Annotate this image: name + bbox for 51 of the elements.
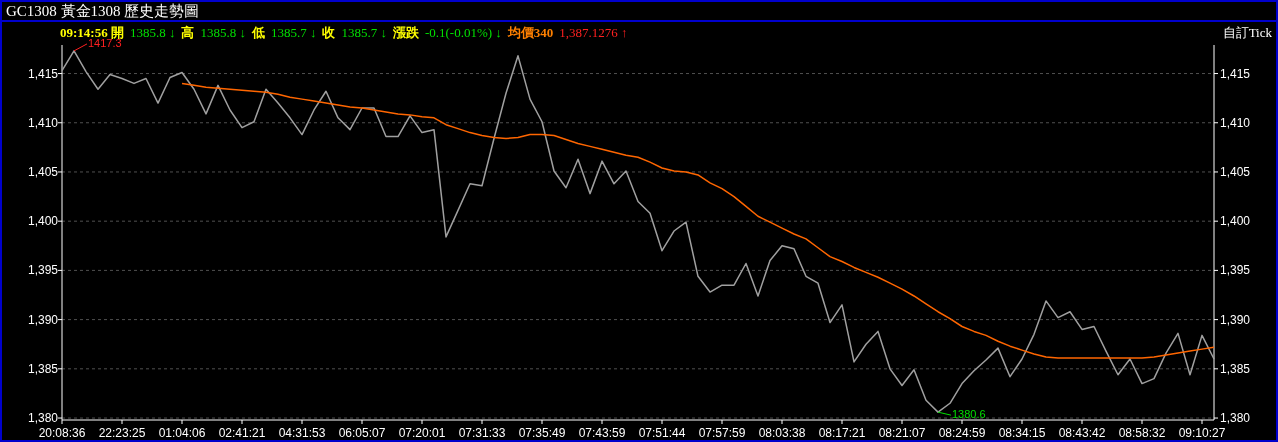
x-tick-label: 07:57:59 [698,426,746,440]
y-tick-label: 1,410 [27,115,59,130]
y2-tick-label: 1,400 [1220,214,1251,229]
x-tick-label: 04:31:53 [278,426,326,440]
y-tick-label: 1,380 [27,411,59,426]
x-tick-label: 09:10:27 [1178,426,1226,440]
y2-tick-label: 1,395 [1220,263,1251,278]
x-tick-label: 08:24:59 [938,426,986,440]
text: 1385.8 ↓ [200,25,246,40]
x-tick-label: 08:17:21 [818,426,866,440]
x-tick-label: 08:58:32 [1118,426,1166,440]
x-tick-label: 20:08:36 [38,426,86,440]
x-tick-label: 06:05:07 [338,426,386,440]
x-tick-label: 22:23:25 [98,426,146,440]
line-series [181,82,1215,359]
text: 漲跌 [391,25,420,40]
x-tick-label: 08:21:07 [878,426,926,440]
text: 1385.7 ↓ [341,25,387,40]
x-tick-label: 08:03:38 [758,426,806,440]
chart-title: GC1308 黃金1308 歷史走勢圖 [6,3,200,19]
y2-tick-label: 1,410 [1220,115,1251,130]
text: 收 [322,25,337,40]
x-tick-label: 07:51:44 [638,426,686,440]
y2-tick-label: 1,415 [1220,66,1251,81]
x-tick-label: 07:31:33 [458,426,506,440]
y-tick-label: 1,385 [27,361,59,376]
x-tick-label: 01:04:06 [158,426,206,440]
y-tick-label: 1,395 [27,263,59,278]
y-tick-label: 1,405 [27,164,59,179]
y2-tick-label: 1,405 [1220,164,1251,179]
y2-tick-label: 1,380 [1220,411,1251,426]
x-tick-label: 08:43:42 [1058,426,1106,440]
y-tick-label: 1,400 [27,214,59,229]
x-tick-label: 08:34:15 [998,426,1046,440]
y2-tick-label: 1,390 [1220,312,1251,327]
text: 高 [181,25,195,40]
y-tick-label: 1,415 [27,66,59,81]
y-tick-label: 1,390 [27,312,59,327]
text: -0.1(-0.01%) ↓ [424,25,502,40]
text: 1385.7 ↓ [270,25,317,40]
annotation: 1380.6 [952,408,986,421]
text: 自訂Tick [1222,25,1273,40]
x-tick-label: 07:20:01 [398,426,446,440]
text: 1385.8 ↓ [129,25,176,40]
text: 均價340 [506,25,554,40]
text: 低 [250,25,265,40]
text: 1,387.1276 ↑ [559,25,628,40]
y2-tick-label: 1,385 [1220,361,1251,376]
x-tick-label: 07:35:49 [518,426,566,440]
x-tick-label: 02:41:21 [218,426,266,440]
x-tick-label: 07:43:59 [578,426,626,440]
